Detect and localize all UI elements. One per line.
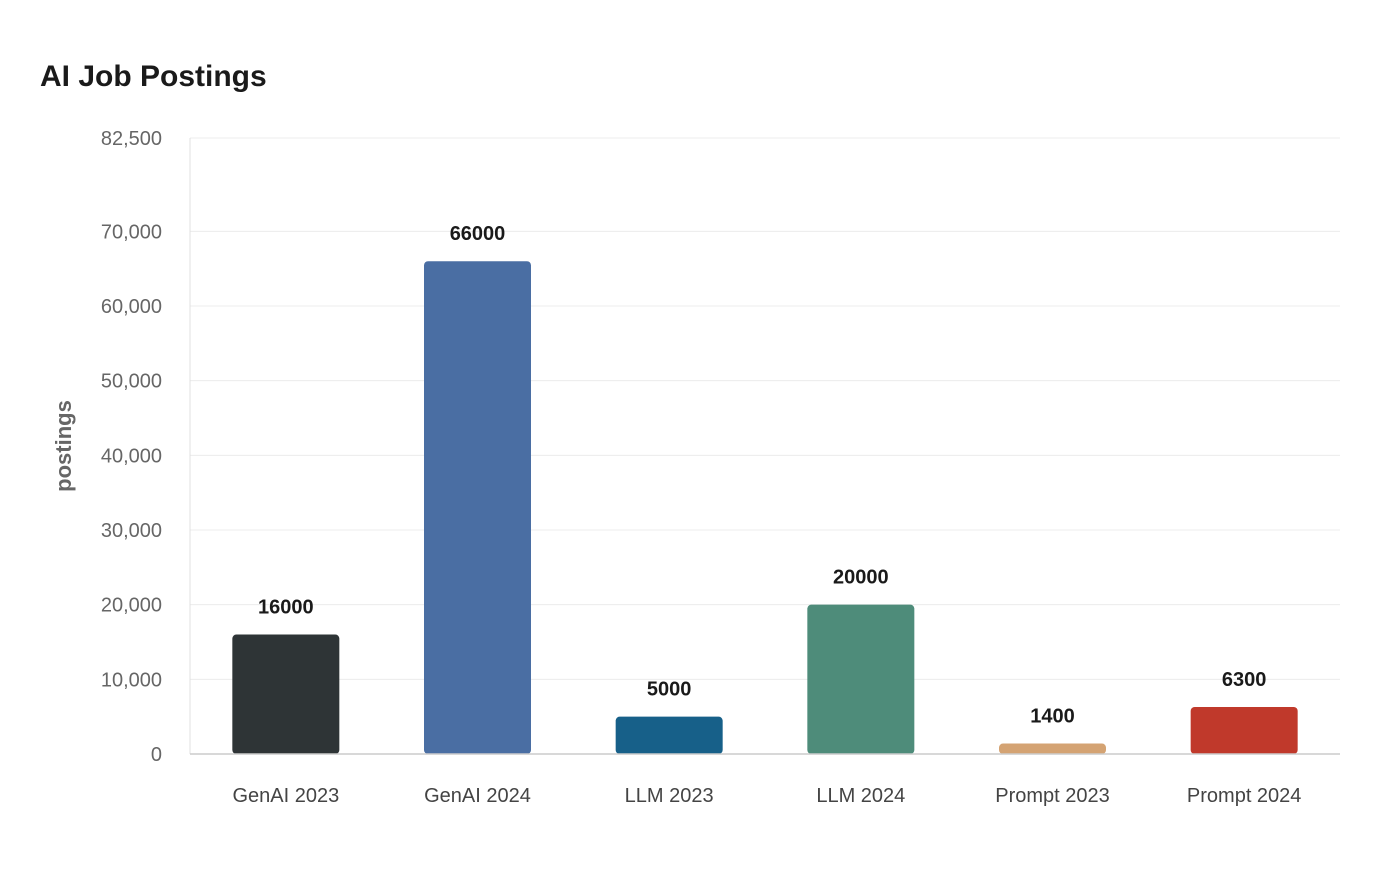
- data-label: 16000: [258, 597, 314, 619]
- y-tick-label: 70,000: [101, 221, 162, 243]
- y-tick-label: 50,000: [101, 371, 162, 393]
- y-axis-label: postings: [51, 400, 76, 492]
- data-label: 20000: [833, 567, 889, 589]
- y-tick-label: 82,500: [101, 128, 162, 150]
- y-tick-label: 40,000: [101, 445, 162, 467]
- y-tick-label: 20,000: [101, 595, 162, 617]
- x-tick-label: LLM 2023: [625, 785, 714, 807]
- data-label: 66000: [450, 223, 506, 245]
- x-tick-label: Prompt 2023: [995, 785, 1110, 807]
- x-tick-label: GenAI 2023: [232, 785, 339, 807]
- x-tick-label: GenAI 2024: [424, 785, 531, 807]
- bar: [424, 261, 531, 754]
- data-label: 6300: [1222, 669, 1267, 691]
- y-tick-label: 30,000: [101, 520, 162, 542]
- x-tick-label: Prompt 2024: [1187, 785, 1302, 807]
- data-label: 1400: [1030, 706, 1075, 728]
- bar: [1190, 706, 1298, 754]
- data-labels: 16000 66000 5000 20000 1400 6300: [258, 223, 1266, 727]
- bar: [999, 743, 1106, 754]
- chart-title: AI Job Postings: [40, 60, 267, 93]
- bars: [232, 261, 1298, 754]
- x-tick-label: LLM 2024: [816, 785, 905, 807]
- y-tick-label: 60,000: [101, 296, 162, 318]
- grid-lines: [190, 137, 1340, 680]
- bar: [232, 634, 340, 754]
- y-tick-label: 0: [151, 744, 162, 766]
- y-tick-label: 10,000: [101, 669, 162, 691]
- data-label: 5000: [647, 679, 692, 701]
- x-tick-labels: GenAI 2023 GenAI 2024 LLM 2023 LLM 2024 Prom…: [232, 785, 1301, 807]
- y-tick-labels: 0 10,000 20,000 30,000 40,000 50,000 60,000 70,…: [101, 128, 162, 766]
- bar: [807, 604, 915, 754]
- bar: [615, 716, 723, 754]
